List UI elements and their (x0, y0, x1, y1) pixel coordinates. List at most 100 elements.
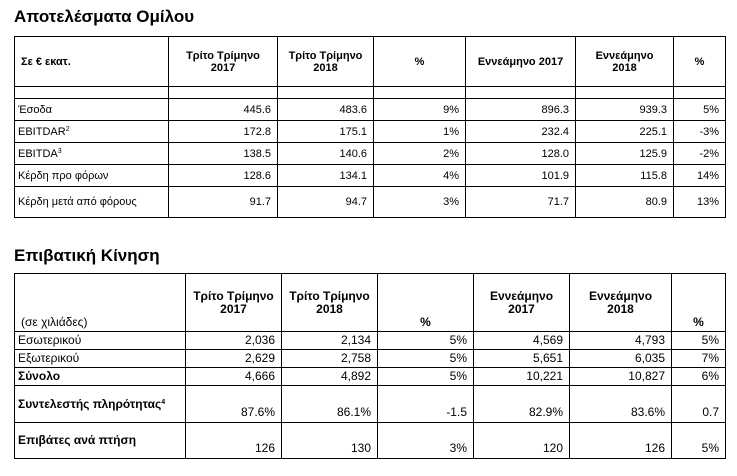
cell: 5% (671, 422, 726, 459)
cell: 126 (185, 422, 282, 459)
row-label: Επιβάτες ανά πτήση (14, 422, 186, 459)
row-label: Σύνολο (14, 367, 186, 386)
cell: 14% (673, 164, 726, 187)
header-q-pct: % (373, 36, 466, 87)
header-q-pct: % (377, 273, 474, 332)
cell: 120 (473, 422, 570, 459)
cell: 125.9 (575, 142, 674, 165)
table-row: EBITDAR2 172.8 175.1 1% 232.4 225.1 -3% (14, 120, 726, 143)
row-label: Εσωτερικού (14, 331, 186, 350)
table-row: EBITDA3 138.5 140.6 2% 128.0 125.9 -2% (14, 142, 726, 165)
cell: 0.7 (671, 385, 726, 423)
cell: 3% (373, 186, 466, 218)
cell: -2% (673, 142, 726, 165)
cell: 87.6% (185, 385, 282, 423)
footnote-marker: 4 (161, 398, 166, 406)
cell: 172.8 (168, 120, 278, 143)
table-row: Έσοδα 445.6 483.6 9% 896.3 939.3 5% (14, 98, 726, 121)
row-label: Κέρδη προ φόρων (14, 164, 169, 187)
cell: 128.6 (168, 164, 278, 187)
header-q3-2017: Τρίτο Τρίμηνο 2017 (185, 273, 282, 332)
cell: 4,569 (473, 331, 570, 350)
cell: 175.1 (277, 120, 374, 143)
cell: 128.0 (465, 142, 576, 165)
cell: 6,035 (569, 349, 672, 368)
cell: 225.1 (575, 120, 674, 143)
passenger-traffic-title: Επιβατική Κίνηση (14, 246, 160, 265)
cell: 2,758 (281, 349, 378, 368)
cell: 140.6 (277, 142, 374, 165)
table-row: Επιβάτες ανά πτήση 126 130 3% 120 126 5% (14, 422, 726, 459)
cell: -3% (673, 120, 726, 143)
row-label: Εξωτερικού (14, 349, 186, 368)
cell: 5% (673, 98, 726, 121)
table-row: Εσωτερικού 2,036 2,134 5% 4,569 4,793 5% (14, 331, 726, 350)
cell: 1% (373, 120, 466, 143)
header-q3-2017: Τρίτο Τρίμηνο 2017 (168, 36, 278, 87)
cell: 10,221 (473, 367, 570, 386)
cell: 80.9 (575, 186, 674, 218)
cell: 13% (673, 186, 726, 218)
row-label: Συντελεστής πληρότητας4 (14, 385, 186, 423)
table-row: Κέρδη προ φόρων 128.6 134.1 4% 101.9 115… (14, 164, 726, 187)
cell: -1.5 (377, 385, 474, 423)
cell: 2,629 (185, 349, 282, 368)
header-9m-2017: Εννεάμηνο 2017 (473, 273, 570, 332)
cell: 134.1 (277, 164, 374, 187)
cell: 232.4 (465, 120, 576, 143)
table-header-row: Σε € εκατ. Τρίτο Τρίμηνο 2017 Τρίτο Τρίμ… (14, 36, 726, 87)
cell: 3% (377, 422, 474, 459)
cell: 896.3 (465, 98, 576, 121)
header-9m-2018: Εννεάμηνο 2018 (575, 36, 674, 87)
cell: 5% (377, 367, 474, 386)
cell: 9% (373, 98, 466, 121)
table-header-row: (σε χιλιάδες) Τρίτο Τρίμηνο 2017 Τρίτο Τ… (14, 273, 726, 332)
table-row: Εξωτερικού 2,629 2,758 5% 5,651 6,035 7% (14, 349, 726, 368)
header-9m-pct: % (673, 36, 726, 87)
row-label: Έσοδα (14, 98, 169, 121)
cell: 5% (671, 331, 726, 350)
cell: 7% (671, 349, 726, 368)
footnote-marker: 2 (65, 125, 70, 133)
cell: 138.5 (168, 142, 278, 165)
cell: 2% (373, 142, 466, 165)
cell: 126 (569, 422, 672, 459)
cell: 86.1% (281, 385, 378, 423)
cell: 5% (377, 349, 474, 368)
cell: 101.9 (465, 164, 576, 187)
header-unit: (σε χιλιάδες) (14, 273, 186, 332)
row-label: Κέρδη μετά από φόρους (14, 186, 169, 218)
cell: 2,036 (185, 331, 282, 350)
cell: 10,827 (569, 367, 672, 386)
cell: 115.8 (575, 164, 674, 187)
header-9m-pct: % (671, 273, 726, 332)
row-label: EBITDAR2 (14, 120, 169, 143)
table-row: Συντελεστής πληρότητας4 87.6% 86.1% -1.5… (14, 385, 726, 423)
cell: 483.6 (277, 98, 374, 121)
row-label: EBITDA3 (14, 142, 169, 165)
cell: 939.3 (575, 98, 674, 121)
table-row: Σύνολο 4,666 4,892 5% 10,221 10,827 6% (14, 367, 726, 386)
group-results-table: Σε € εκατ. Τρίτο Τρίμηνο 2017 Τρίτο Τρίμ… (14, 36, 726, 218)
cell: 2,134 (281, 331, 378, 350)
cell: 4,793 (569, 331, 672, 350)
cell: 5,651 (473, 349, 570, 368)
table-row: Κέρδη μετά από φόρους 91.7 94.7 3% 71.7 … (14, 186, 726, 218)
cell: 445.6 (168, 98, 278, 121)
footnote-marker: 3 (57, 147, 62, 155)
header-9m-2018: Εννεάμηνο 2018 (569, 273, 672, 332)
cell: 94.7 (277, 186, 374, 218)
cell: 71.7 (465, 186, 576, 218)
cell: 4% (373, 164, 466, 187)
header-9m-2017: Εννεάμηνο 2017 (465, 36, 576, 87)
cell: 91.7 (168, 186, 278, 218)
cell: 4,892 (281, 367, 378, 386)
cell: 130 (281, 422, 378, 459)
group-results-title: Αποτελέσματα Ομίλου (14, 7, 195, 26)
header-unit: Σε € εκατ. (14, 36, 169, 87)
cell: 82.9% (473, 385, 570, 423)
passenger-traffic-table: (σε χιλιάδες) Τρίτο Τρίμηνο 2017 Τρίτο Τ… (14, 273, 726, 459)
cell: 5% (377, 331, 474, 350)
header-q3-2018: Τρίτο Τρίμηνο 2018 (277, 36, 374, 87)
spacer-row (14, 86, 726, 99)
